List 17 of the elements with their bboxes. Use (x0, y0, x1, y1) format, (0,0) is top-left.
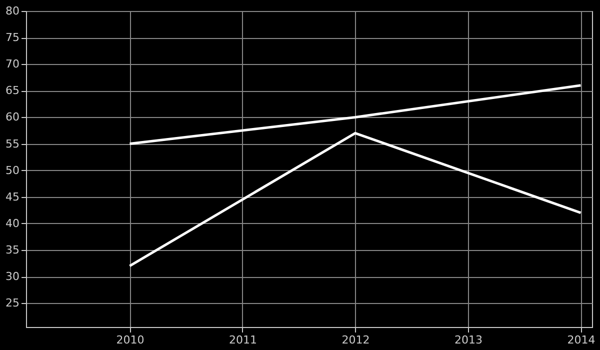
x-tick-label: 2010 (116, 334, 144, 346)
y-tick-label: 45 (6, 190, 20, 204)
y-tick-label: 70 (6, 58, 20, 71)
y-tick-label: 25 (6, 296, 20, 310)
y-tick-label: 55 (6, 137, 20, 150)
x-tick-label: 2012 (342, 334, 370, 346)
x-tick-label: 2013 (454, 334, 482, 346)
y-tick-label: 65 (6, 84, 20, 98)
y-tick-label: 40 (6, 216, 20, 230)
y-tick-label: 50 (6, 164, 20, 177)
x-tick-label: 2014 (567, 334, 596, 346)
y-tick-label: 35 (6, 243, 20, 256)
x-tick-label: 2011 (228, 334, 257, 346)
y-tick-label: 30 (6, 270, 20, 284)
y-tick-label: 75 (6, 31, 20, 44)
y-tick-label: 60 (6, 110, 20, 124)
y-tick-label: 80 (6, 4, 20, 18)
